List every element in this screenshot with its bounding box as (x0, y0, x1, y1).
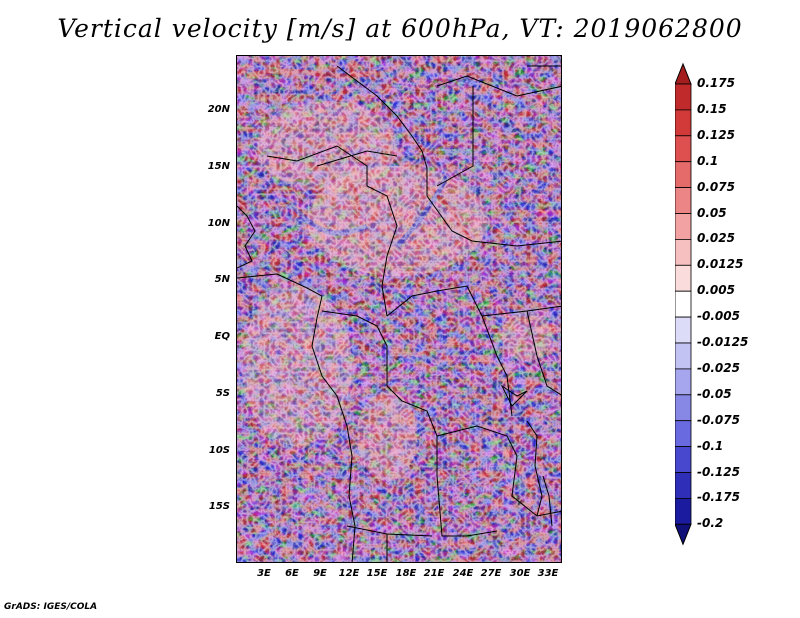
colorbar-swatch (675, 394, 692, 422)
colorbar-swatch (675, 161, 692, 188)
colorbar-label: 0.15 (697, 101, 727, 116)
colorbar-swatch (675, 109, 692, 137)
colorbar-swatch (675, 420, 692, 448)
colorbar-bottom-arrow (675, 523, 692, 546)
lat-label-20n: 20N (207, 104, 230, 115)
colorbar-label: 0.05 (697, 205, 727, 220)
lon-label-18e: 18E (395, 568, 417, 579)
colorbar-swatch (675, 497, 692, 525)
lon-label-12e: 12E (338, 568, 360, 579)
colorbar-label: -0.1 (697, 438, 724, 453)
colorbar-label: 0.075 (697, 179, 735, 194)
colorbar-label: -0.075 (697, 412, 740, 427)
colorbar-label: 0.005 (697, 283, 735, 298)
lon-label-6e: 6E (285, 568, 299, 579)
lon-label-15e: 15E (366, 568, 388, 579)
lon-label-24e: 24E (452, 568, 474, 579)
map-panel (236, 55, 562, 563)
lon-label-33e: 33E (537, 568, 559, 579)
lat-label-15s: 15S (208, 501, 230, 512)
colorbar-swatch (675, 238, 692, 266)
colorbar-swatch (675, 316, 692, 344)
lon-label-27e: 27E (480, 568, 502, 579)
lat-label-5s: 5S (215, 388, 230, 399)
colorbar-swatch (675, 187, 692, 214)
lat-label-eq: EQ (214, 331, 230, 342)
grads-credit: GrADS: IGES/COLA (4, 602, 98, 612)
lat-label-15n: 15N (207, 161, 230, 172)
colorbar (675, 62, 692, 546)
lon-label-21e: 21E (423, 568, 445, 579)
lon-label-3e: 3E (257, 568, 271, 579)
colorbar-swatch (675, 368, 692, 396)
colorbar-label: -0.175 (697, 490, 740, 505)
colorbar-swatch (675, 472, 692, 499)
colorbar-label: 0.025 (697, 231, 735, 246)
colorbar-swatch (675, 446, 692, 473)
lat-label-5n: 5N (214, 274, 230, 285)
colorbar-swatch (675, 290, 692, 318)
colorbar-label: 0.125 (697, 127, 735, 142)
colorbar-label: 0.175 (697, 76, 735, 90)
lon-label-30e: 30E (509, 568, 531, 579)
colorbar-label: -0.125 (697, 464, 740, 479)
colorbar-label: 0.1 (697, 153, 719, 168)
velocity-field-map (237, 56, 561, 562)
colorbar-swatch (675, 83, 692, 111)
colorbar-label: -0.025 (697, 360, 740, 375)
colorbar-label: 0.0125 (697, 257, 744, 272)
colorbar-label: -0.0125 (697, 335, 749, 349)
colorbar-label: -0.005 (697, 309, 740, 324)
colorbar-swatch (675, 342, 692, 370)
colorbar-swatch (675, 135, 692, 163)
map-title: Vertical velocity [m/s] at 600hPa, VT: 2… (57, 14, 743, 43)
colorbar-swatch (675, 213, 692, 240)
lon-label-9e: 9E (313, 568, 327, 579)
lat-label-10n: 10N (207, 218, 230, 229)
colorbar-label: -0.05 (697, 386, 732, 401)
colorbar-swatch (675, 264, 692, 292)
colorbar-top-arrow (675, 62, 692, 85)
colorbar-label: -0.2 (697, 516, 724, 531)
lat-label-10s: 10S (208, 445, 230, 456)
